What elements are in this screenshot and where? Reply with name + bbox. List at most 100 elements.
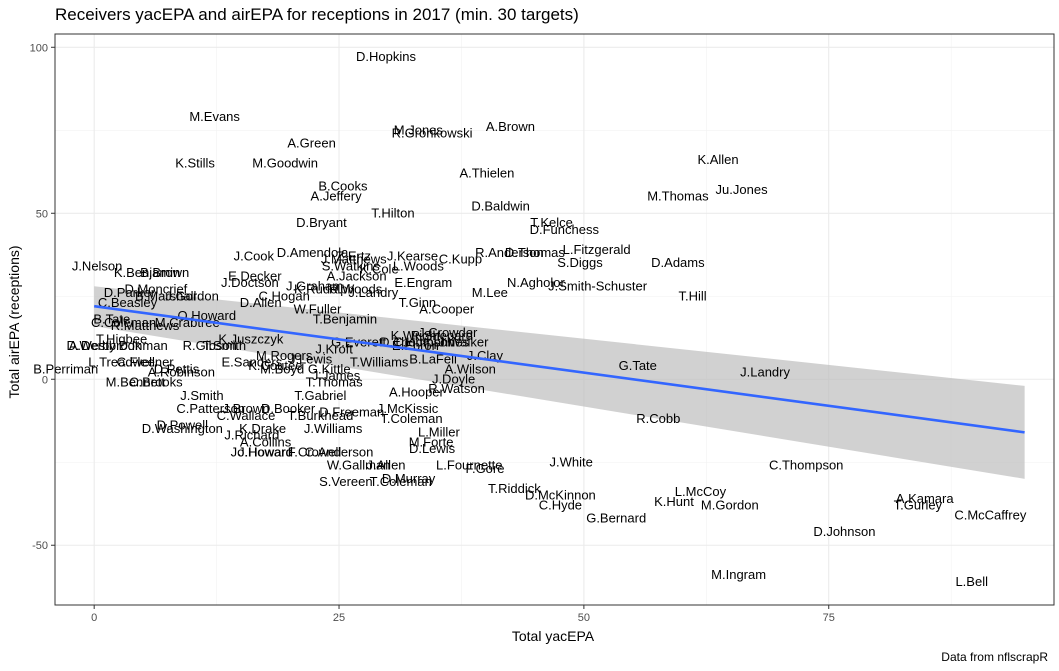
point-label: C.Thompson (769, 458, 843, 473)
point-label: G.Kittle (308, 361, 351, 376)
confidence-ribbon (94, 286, 1025, 479)
point-label: D.Freeman (319, 404, 384, 419)
point-label: M.Rogers (256, 348, 313, 363)
point-label: K.Allen (697, 152, 738, 167)
point-label: J.Williams (304, 421, 363, 436)
point-label: J.McKissic (377, 401, 439, 416)
point-label: S.Vereen (319, 474, 373, 489)
point-label: R.Shepard (411, 328, 473, 343)
point-label: M.Bennett (106, 375, 166, 390)
point-label: J.Crowder (418, 325, 478, 340)
point-label: T.Higbee (96, 331, 147, 346)
point-label: A.Robinson (148, 365, 215, 380)
point-label: L.Fitzgerald (563, 242, 631, 257)
point-label: J.Landry (348, 285, 398, 300)
point-label: M.Gordon (701, 497, 759, 512)
point-label: D.Lewis (409, 441, 456, 456)
point-label: D.McKinnon (525, 487, 596, 502)
point-label: R.Gronkowski (392, 126, 473, 141)
point-label: J.Matthews (321, 252, 387, 267)
point-label: T.Coleman (380, 411, 442, 426)
point-label: G.Bernard (586, 511, 646, 526)
point-label: T.Kelce (530, 215, 573, 230)
point-label: T.Ginn (399, 295, 437, 310)
point-label: C.Coleman (91, 315, 156, 330)
point-label: C.Brooks (129, 375, 183, 390)
point-label: A.Derby (69, 338, 116, 353)
point-label: C.Kupp (439, 252, 482, 267)
point-label: T.Gurley (894, 497, 943, 512)
point-label: J.Gordon (165, 288, 218, 303)
point-label: Jo.Howard (231, 444, 293, 459)
point-label: R.Woods (329, 282, 383, 297)
point-label: D.Inman (119, 338, 168, 353)
point-label: D.Booker (261, 401, 316, 416)
point-label: B.Tate (93, 312, 130, 327)
point-label: J.Nelson (72, 258, 123, 273)
point-label: R.Gibson (183, 338, 237, 353)
point-label: D.Johnson (813, 524, 875, 539)
point-label: J.Smith (180, 388, 223, 403)
point-label: W.Gallman (327, 458, 391, 473)
y-tick-label: 0 (42, 374, 48, 386)
point-label: D.Moncrief (124, 282, 187, 297)
y-tick-label: -50 (32, 540, 48, 552)
point-label: E.Engram (394, 275, 452, 290)
point-label: C.Humphries (393, 335, 469, 350)
point-label: E.Decker (228, 268, 282, 283)
point-label: L.McCoy (675, 484, 727, 499)
point-label: C.Anderson (305, 444, 374, 459)
point-label: J.Graham (286, 278, 343, 293)
point-label: T.Coleman (370, 474, 432, 489)
point-label: B.Brown (140, 265, 189, 280)
point-label: M.Boyd (260, 361, 304, 376)
point-label: D.Thomas (505, 245, 565, 260)
point-label: Z.Ertz (336, 248, 371, 263)
point-label: K.Coutee (248, 358, 302, 373)
point-label: K.Stills (175, 155, 215, 170)
y-tick-label: 50 (36, 208, 48, 220)
point-label: G.Tate (619, 358, 657, 373)
point-label: K.Rudolph (294, 282, 355, 297)
point-label: Ju.Jones (716, 182, 769, 197)
point-label: A.Cooper (419, 302, 475, 317)
point-label: R.Cobb (636, 411, 680, 426)
point-label: D.Westbrook (67, 338, 142, 353)
point-label: C.Hogan (259, 288, 310, 303)
point-label: J.Smith-Schuster (548, 278, 648, 293)
point-label: D.Murray (382, 471, 436, 486)
point-label: K.Wright (391, 328, 441, 343)
point-label: L.Miller (418, 424, 461, 439)
point-label: L.Treadwell (88, 355, 155, 370)
point-label: D.Thompson (380, 335, 454, 350)
point-label: J.Allen (367, 458, 406, 473)
point-label: W.Fuller (294, 302, 342, 317)
point-label: J.Lewis (289, 351, 333, 366)
point-label: C.Patterson (176, 401, 245, 416)
plot-panel: D.Hopkins M.Evans A.Brown M.JonesR.Gronkows… (33, 33, 1055, 609)
y-tick-labels: -50 0 50 100 (30, 42, 48, 552)
point-label: D.Baldwin (471, 199, 530, 214)
point-label: A.Jeffery (311, 189, 363, 204)
point-label: L.Fournette (436, 458, 503, 473)
x-tick-label: 25 (333, 612, 345, 624)
point-label: M.Lee (472, 285, 508, 300)
point-label: M.Forte (409, 434, 454, 449)
point-label: B.Perriman (33, 361, 98, 376)
point-label: C.McCaffrey (954, 507, 1026, 522)
point-label: K.Benjamin (114, 265, 180, 280)
point-label: K.Drake (239, 421, 286, 436)
point-label: D.Pettis (154, 361, 200, 376)
point-label: B.Cooks (318, 179, 368, 194)
point-label: A.Thielen (459, 165, 514, 180)
point-label: M.Crabtree (155, 315, 220, 330)
point-label: T.Riddick (488, 481, 541, 496)
point-label: J.Walker (438, 335, 489, 350)
point-label: R.Anderson (475, 245, 544, 260)
point-label: A.Wilson (445, 361, 496, 376)
point-label: T.Hill (679, 288, 707, 303)
point-label: D.Hopkins (356, 49, 416, 64)
point-label: E.Sanders (222, 355, 283, 370)
y-axis-title: Total airEPA (receptions) (6, 245, 22, 398)
